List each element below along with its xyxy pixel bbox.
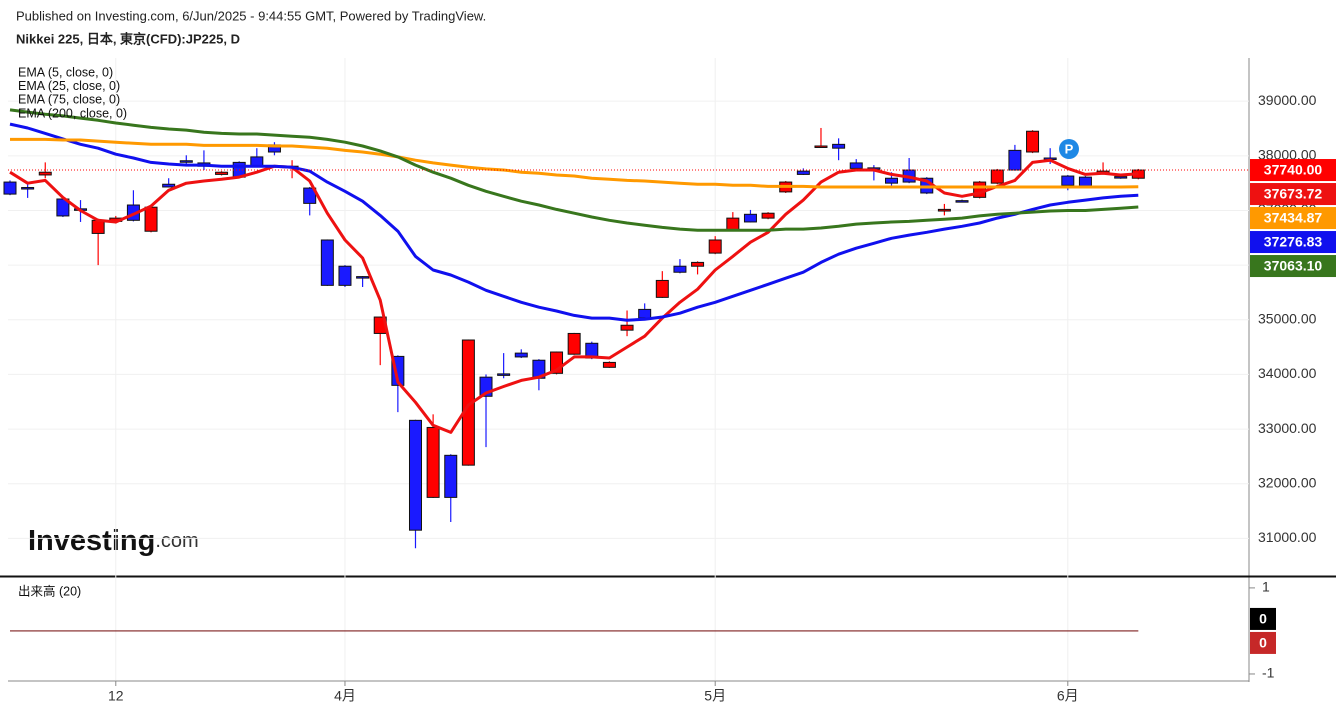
volume-tag <box>1250 607 1276 630</box>
candle-body <box>567 332 581 355</box>
volume-title: 出来高 (20) <box>18 583 81 598</box>
candle-body <box>356 276 370 279</box>
candle-body <box>215 171 229 175</box>
x-tick-label: 4月 <box>334 688 356 704</box>
price-tag <box>1250 255 1336 278</box>
price-tag-label: 37740.00 <box>1264 162 1323 178</box>
instrument-title: Nikkei 225, 日本, 東京(CFD):JP225, D <box>16 31 240 46</box>
candle-body <box>761 212 775 219</box>
candle-body <box>514 352 528 358</box>
y-tick-label: 32000.00 <box>1258 474 1317 490</box>
volume-tag-label: 0 <box>1259 611 1267 627</box>
logo: Investing.com <box>28 525 199 557</box>
ema-line <box>10 137 1139 189</box>
y-tick-label: 1 <box>1262 579 1270 595</box>
candle-body <box>743 213 757 223</box>
y-tick-label: 34000.00 <box>1258 365 1317 381</box>
candle-body <box>426 426 440 498</box>
y-tick-label: 39000.00 <box>1258 92 1317 108</box>
candle-body <box>320 239 334 286</box>
logo-brand: Investing <box>28 525 155 557</box>
candle-body <box>1008 149 1022 171</box>
candle-body <box>990 169 1004 184</box>
price-tag-label: 37276.83 <box>1264 234 1323 250</box>
candle-body <box>3 181 17 195</box>
candle-body <box>955 200 969 203</box>
legend-entry: EMA (75, close, 0) <box>18 93 120 107</box>
event-marker[interactable] <box>1059 139 1079 159</box>
y-tick-label: 38000.00 <box>1258 147 1317 163</box>
ema-line <box>9 122 1139 322</box>
ema-line <box>9 108 1139 232</box>
candle-body <box>38 171 52 176</box>
candle-body <box>144 206 158 232</box>
candle-body <box>91 219 105 234</box>
price-tag <box>1250 159 1336 182</box>
candle-body <box>179 160 193 163</box>
legend-entry: EMA (200, close, 0) <box>18 106 127 120</box>
volume-tag <box>1250 631 1276 654</box>
candle-body <box>849 162 863 169</box>
price-tag-label: 37673.72 <box>1264 186 1323 202</box>
x-tick-label: 6月 <box>1057 688 1079 704</box>
price-tag <box>1250 183 1336 206</box>
candle-body <box>638 308 652 319</box>
candle-body <box>1114 176 1128 179</box>
candle-body <box>885 177 898 184</box>
price-tag <box>1250 231 1336 254</box>
candle-body <box>1026 130 1040 153</box>
candle-body <box>1061 175 1075 186</box>
y-tick-label: 35000.00 <box>1258 310 1317 326</box>
event-marker-label: P <box>1065 141 1074 156</box>
candle-body <box>691 261 705 267</box>
price-tag <box>1250 207 1336 230</box>
candle-body <box>303 187 317 204</box>
publisher: Published on Investing.com, 6/Jun/2025 -… <box>16 8 486 23</box>
candle-body <box>162 183 176 188</box>
candle-body <box>708 239 722 254</box>
candle-body <box>937 208 951 212</box>
candle-body <box>726 217 740 231</box>
candle-body <box>444 454 458 498</box>
legend-entry: EMA (5, close, 0) <box>18 65 113 79</box>
y-tick-label: 31000.00 <box>1258 529 1317 545</box>
legend-entry: EMA (25, close, 0) <box>18 79 120 93</box>
candle-body <box>673 265 687 273</box>
candle-body <box>655 279 669 298</box>
ema-line <box>9 158 1139 434</box>
candle-body <box>832 143 846 149</box>
y-tick-label: -1 <box>1262 665 1275 681</box>
volume-tag-label: 0 <box>1259 635 1267 651</box>
candle-body <box>620 324 634 331</box>
candle-body <box>1078 176 1092 187</box>
candle-body <box>497 373 511 376</box>
candle-body <box>602 361 616 368</box>
candle-body <box>408 419 422 531</box>
price-tag-label: 37063.10 <box>1264 258 1323 274</box>
candle-body <box>338 265 352 286</box>
candle-body <box>21 187 35 190</box>
logo-suffix: .com <box>155 530 198 552</box>
price-tag-label: 37434.87 <box>1264 210 1323 226</box>
candle-body <box>796 170 810 175</box>
candle-body <box>814 145 828 148</box>
x-tick-label: 12 <box>108 688 124 704</box>
y-tick-label: 33000.00 <box>1258 420 1317 436</box>
x-tick-label: 5月 <box>704 688 726 704</box>
